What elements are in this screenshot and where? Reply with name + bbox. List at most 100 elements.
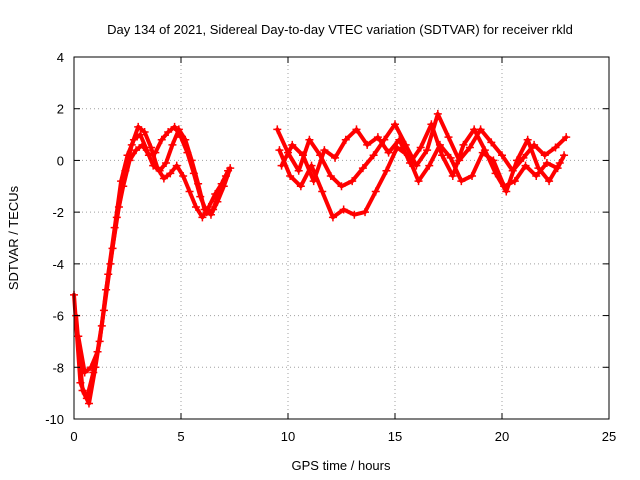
data-point bbox=[358, 164, 367, 173]
data-point bbox=[444, 133, 453, 142]
y-axis-title: SDTVAR / TECUs bbox=[6, 185, 21, 290]
data-point bbox=[164, 127, 173, 136]
y-tick-label: 0 bbox=[57, 153, 64, 168]
data-point bbox=[106, 259, 115, 268]
data-point bbox=[491, 169, 500, 178]
data-point bbox=[132, 146, 141, 155]
series-track-f bbox=[277, 120, 564, 196]
data-point bbox=[446, 153, 455, 162]
series-track-c bbox=[74, 122, 230, 377]
data-point bbox=[562, 133, 571, 142]
data-point bbox=[373, 133, 382, 142]
data-point bbox=[78, 386, 87, 395]
data-point bbox=[395, 135, 404, 144]
data-point bbox=[286, 171, 295, 180]
data-point bbox=[545, 177, 554, 186]
data-point bbox=[99, 306, 108, 315]
data-point bbox=[523, 135, 532, 144]
data-point bbox=[480, 146, 489, 155]
data-point bbox=[288, 140, 297, 149]
data-point bbox=[215, 187, 224, 196]
y-tick-label: -2 bbox=[52, 205, 64, 220]
x-tick-label: 25 bbox=[602, 429, 616, 444]
y-tick-label: -8 bbox=[52, 360, 64, 375]
y-tick-label: 4 bbox=[57, 50, 64, 65]
data-point bbox=[198, 213, 207, 222]
x-tick-label: 10 bbox=[281, 429, 295, 444]
y-tick-label: -6 bbox=[52, 309, 64, 324]
data-point bbox=[331, 153, 340, 162]
data-point bbox=[273, 125, 282, 134]
data-point bbox=[427, 120, 436, 129]
data-point bbox=[177, 133, 185, 142]
data-point bbox=[202, 208, 211, 217]
data-point bbox=[519, 153, 528, 162]
data-point bbox=[179, 171, 188, 180]
data-point bbox=[457, 177, 466, 186]
data-point bbox=[151, 148, 160, 157]
data-point bbox=[119, 182, 128, 191]
data-point bbox=[348, 177, 357, 186]
data-point bbox=[159, 174, 168, 183]
data-point bbox=[328, 213, 337, 222]
data-point bbox=[296, 182, 305, 191]
y-tick-label: -4 bbox=[52, 257, 64, 272]
data-point bbox=[294, 166, 303, 175]
y-tick-label: -10 bbox=[45, 412, 64, 427]
axis-ticks bbox=[73, 56, 610, 420]
data-point bbox=[425, 161, 434, 170]
data-point bbox=[534, 164, 543, 173]
data-point bbox=[391, 120, 399, 129]
data-point bbox=[136, 130, 145, 139]
x-tick-label: 0 bbox=[70, 429, 77, 444]
data-point bbox=[196, 192, 205, 201]
data-point bbox=[498, 151, 506, 160]
data-point bbox=[521, 161, 530, 170]
data-point bbox=[134, 122, 143, 131]
data-point bbox=[468, 171, 477, 180]
data-point bbox=[363, 140, 372, 149]
data-point bbox=[438, 151, 447, 160]
series-line bbox=[76, 124, 228, 375]
data-point bbox=[138, 140, 147, 149]
data-point bbox=[512, 156, 521, 165]
data-point bbox=[87, 363, 96, 372]
data-point bbox=[191, 202, 200, 211]
data-point bbox=[540, 151, 549, 160]
data-point bbox=[155, 166, 164, 175]
data-point bbox=[465, 143, 474, 152]
data-point bbox=[84, 399, 93, 408]
data-point bbox=[144, 151, 153, 160]
data-point bbox=[185, 187, 194, 196]
tick-labels: 0 5 10 15 20 25 -10 -8 -6 -4 -2 0 2 4 bbox=[45, 50, 616, 444]
data-point bbox=[532, 171, 541, 180]
data-point bbox=[382, 166, 391, 175]
data-point bbox=[147, 143, 156, 152]
x-tick-label: 5 bbox=[177, 429, 184, 444]
data-point bbox=[320, 146, 329, 155]
data-point bbox=[80, 368, 89, 377]
grid bbox=[74, 57, 609, 419]
data-point bbox=[226, 164, 235, 173]
data-point bbox=[341, 135, 350, 144]
data-point bbox=[277, 161, 286, 170]
data-point bbox=[414, 177, 423, 186]
data-point bbox=[318, 187, 327, 196]
y-tick-label: 2 bbox=[57, 102, 64, 117]
data-point bbox=[209, 205, 218, 214]
data-point bbox=[298, 151, 307, 160]
data-point bbox=[339, 205, 348, 214]
series-track-b bbox=[72, 125, 235, 408]
data-point bbox=[350, 210, 359, 219]
data-point bbox=[309, 177, 318, 186]
data-point bbox=[157, 135, 166, 144]
data-point bbox=[183, 148, 192, 157]
x-axis-title: GPS time / hours bbox=[292, 458, 391, 473]
data-point bbox=[172, 161, 181, 170]
data-point bbox=[459, 140, 468, 149]
chart-title: Day 134 of 2021, Sidereal Day-to-day VTE… bbox=[107, 22, 573, 37]
data-point bbox=[221, 171, 230, 180]
data-point bbox=[112, 213, 121, 222]
data-series bbox=[70, 109, 571, 408]
